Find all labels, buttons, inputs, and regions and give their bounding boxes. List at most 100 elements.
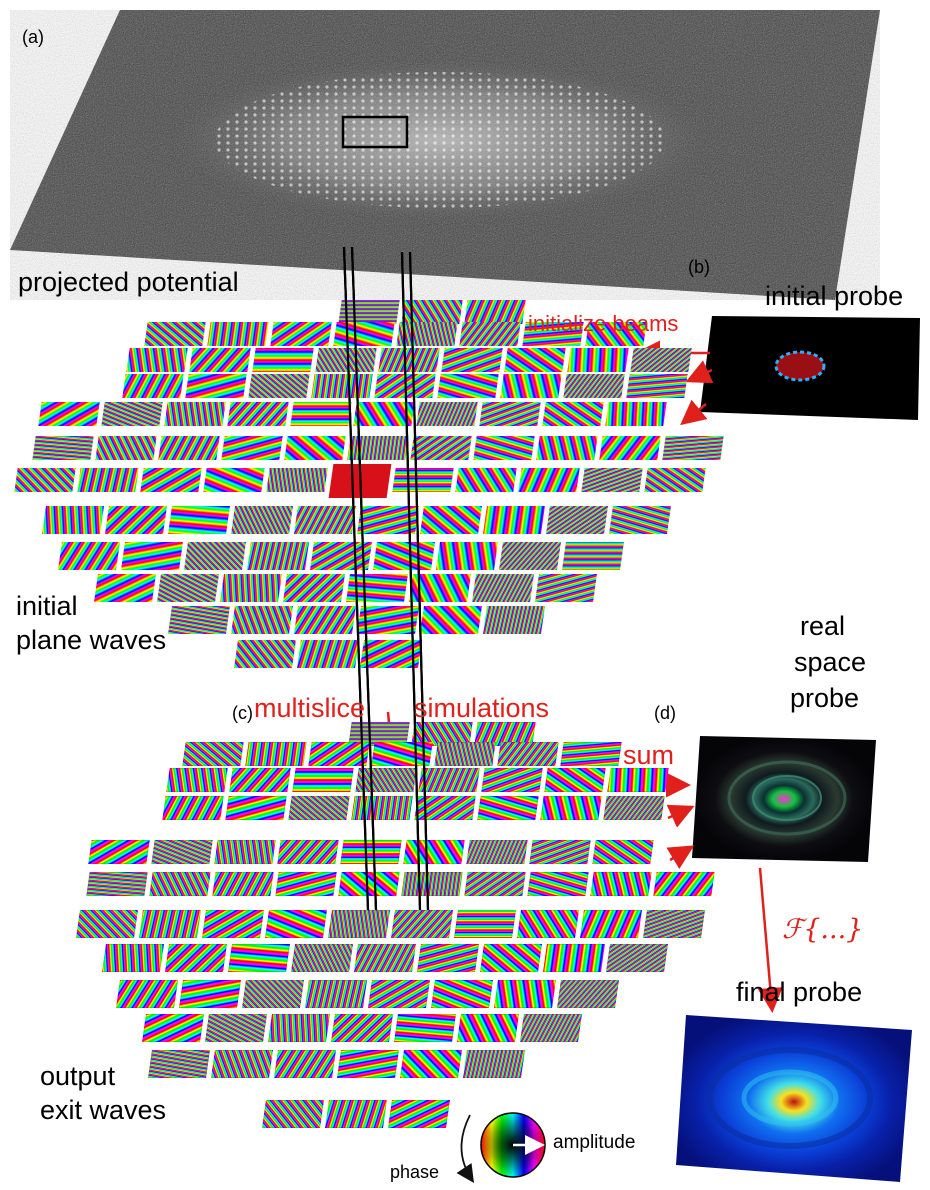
exit-wave-tile — [480, 944, 542, 972]
exit-wave-tile — [394, 1014, 456, 1042]
exit-wave-tile — [308, 742, 370, 766]
exit-wave-tile — [274, 1050, 336, 1078]
multislice-label: multislice — [254, 693, 366, 723]
fourier-transform-label: ℱ{...} — [782, 914, 864, 945]
exit-wave-tile — [179, 980, 241, 1008]
exit-wave-tile — [417, 944, 479, 972]
exit-wave-tile — [162, 796, 224, 820]
exit-wave-tile — [211, 1050, 273, 1078]
real-space-probe-label-line1: real — [800, 611, 846, 641]
exit-wave-tile — [151, 840, 213, 864]
exit-wave-tile — [325, 1100, 387, 1128]
exit-wave-tile — [337, 1050, 399, 1078]
exit-wave-tile — [268, 1014, 330, 1042]
initialize-arrow-3 — [680, 399, 708, 426]
exit-wave-tile — [592, 840, 654, 864]
exit-wave-tile — [391, 910, 453, 938]
exit-wave-tile — [457, 1014, 519, 1042]
exit-wave-tile — [557, 980, 619, 1008]
exit-wave-tile — [340, 840, 402, 864]
exit-wave-tile — [328, 910, 390, 938]
exit-wave-tile — [265, 910, 327, 938]
panel-label-c: (c) — [232, 703, 253, 723]
phase-label: phase — [390, 1162, 440, 1182]
exit-wave-tile — [305, 980, 367, 1008]
exit-wave-tile — [288, 796, 350, 820]
exit-wave-tile — [481, 768, 543, 792]
exit-wave-tile — [527, 872, 589, 896]
exit-wave-tile — [354, 944, 416, 972]
exit-wave-tile — [245, 742, 307, 766]
initialize-beams-label: initialize beams — [528, 311, 679, 336]
exit-wave-tile — [291, 944, 353, 972]
panel-label-a: (a) — [22, 27, 44, 47]
exit-wave-tile — [225, 796, 287, 820]
exit-wave-tile — [355, 768, 417, 792]
sum-arrow-2 — [666, 804, 695, 828]
exit-wave-tile — [214, 840, 276, 864]
output-exit-waves-label-line1: output — [40, 1061, 116, 1091]
initial-probe-label: initial probe — [765, 281, 904, 311]
sum-arrow-3 — [666, 845, 695, 870]
projected-potential-label: projected potential — [18, 267, 239, 297]
initialize-arrow-2 — [685, 360, 714, 384]
exit-wave-tile — [497, 742, 559, 766]
exit-wave-tile — [464, 872, 526, 896]
exit-wave-tile — [643, 910, 705, 938]
exit-wave-tile — [590, 872, 652, 896]
exit-wave-tile — [182, 742, 244, 766]
simulations-label: simulations — [414, 693, 550, 723]
exit-wave-tile — [603, 796, 665, 820]
exit-wave-tile — [414, 796, 476, 820]
exit-wave-tile — [543, 944, 605, 972]
exit-wave-tile — [86, 872, 148, 896]
initial-probe-image — [700, 316, 920, 420]
exit-wave-tile — [212, 872, 274, 896]
exit-wave-tile — [466, 840, 528, 864]
exit-wave-tile — [560, 742, 622, 766]
exit-wave-tile — [401, 872, 463, 896]
exit-wave-tile — [262, 1100, 324, 1128]
amplitude-label: amplitude — [553, 1132, 636, 1153]
color-wheel-legend — [456, 1112, 546, 1183]
exit-wave-tile — [520, 1014, 582, 1042]
phase-arrow — [456, 1114, 474, 1183]
exit-wave-tile — [166, 768, 228, 792]
selection-box — [341, 115, 409, 149]
exit-wave-tile — [431, 980, 493, 1008]
exit-wave-tile — [368, 980, 430, 1008]
exit-wave-tile — [228, 944, 290, 972]
exit-wave-tile — [400, 1050, 462, 1078]
exit-wave-tile — [351, 796, 413, 820]
exit-wave-tile — [540, 796, 602, 820]
exit-wave-tile — [331, 1014, 393, 1042]
exit-wave-tile — [275, 872, 337, 896]
exit-wave-tile — [494, 980, 556, 1008]
exit-wave-tile — [116, 980, 178, 1008]
exit-wave-tile — [463, 1050, 525, 1078]
real-space-probe-label-line2: space — [794, 647, 867, 677]
exit-wave-tile — [580, 910, 642, 938]
real-space-probe-label-line3: probe — [790, 683, 860, 713]
exit-wave-tile — [142, 1014, 204, 1042]
exit-wave-tile — [277, 840, 339, 864]
exit-wave-tile — [205, 1014, 267, 1042]
exit-wave-tile — [454, 910, 516, 938]
exit-wave-tile — [606, 944, 668, 972]
panel-label-d: (d) — [654, 703, 676, 723]
exit-wave-tile — [371, 742, 433, 766]
exit-wave-tile — [242, 980, 304, 1008]
exit-wave-tile — [477, 796, 539, 820]
exit-wave-tile — [76, 910, 138, 938]
projected-potential-image — [10, 10, 880, 300]
exit-wave-tile — [653, 872, 715, 896]
exit-wave-tile — [434, 742, 496, 766]
exit-wave-tile — [149, 872, 211, 896]
exit-wave-tile — [165, 944, 227, 972]
exit-wave-tile — [418, 768, 480, 792]
initial-plane-waves-label-line1: initial — [16, 591, 78, 621]
final-probe-image — [676, 1015, 912, 1182]
